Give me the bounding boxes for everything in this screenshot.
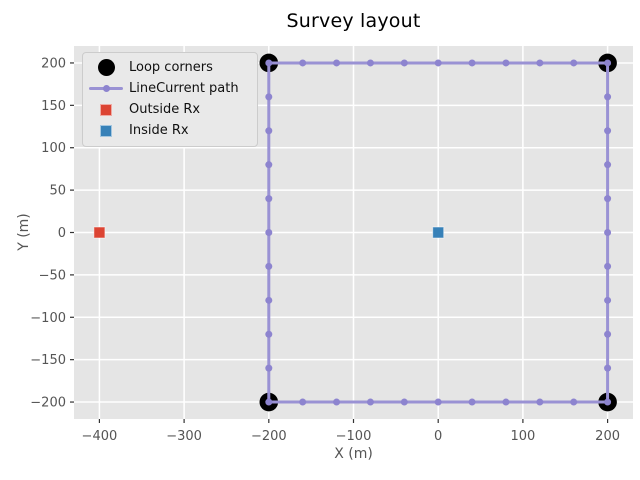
legend-item-linecurrent-path: LineCurrent path xyxy=(83,78,257,99)
line-current-dot xyxy=(570,59,578,67)
x-axis-label: X (m) xyxy=(334,446,373,462)
line-current-dot xyxy=(366,59,374,67)
line-current-dot xyxy=(333,398,341,406)
y-tick-label: −200 xyxy=(30,396,66,411)
line-current-dot xyxy=(265,161,273,169)
x-tick-label: 100 xyxy=(510,429,535,444)
x-tick-label: −300 xyxy=(166,429,202,444)
line-current-dot xyxy=(434,59,442,67)
line-current-dot xyxy=(604,59,612,67)
line-current-dot xyxy=(536,398,544,406)
x-tick-label: 200 xyxy=(595,429,620,444)
line-current-dot xyxy=(265,330,273,338)
y-tick-label: −150 xyxy=(30,353,66,368)
line-current-dot xyxy=(604,398,612,406)
line-current-dot xyxy=(265,93,273,101)
y-axis-label: Y (m) xyxy=(16,213,32,251)
inside-rx-swatch-icon xyxy=(100,124,112,137)
line-current-dot xyxy=(502,59,510,67)
line-current-dot xyxy=(265,127,273,135)
y-tick-label: 150 xyxy=(41,99,66,114)
inside-rx-marker xyxy=(432,226,445,239)
line-current-dot xyxy=(299,59,307,67)
line-current-dot xyxy=(265,364,273,372)
line-current-dot xyxy=(265,398,273,406)
line-current-dot xyxy=(265,195,273,203)
x-tick-label: −100 xyxy=(336,429,372,444)
legend-item-outside-rx: Outside Rx xyxy=(83,99,257,120)
legend-item-inside-rx: Inside Rx xyxy=(83,120,257,141)
legend-label: LineCurrent path xyxy=(129,81,239,96)
line-current-dot xyxy=(604,364,612,372)
line-current-dot xyxy=(604,229,612,236)
x-tick-label: 0 xyxy=(434,429,442,444)
y-tick-label: 0 xyxy=(58,226,66,241)
line-current-dot xyxy=(333,59,341,67)
x-tick-label: −200 xyxy=(251,429,287,444)
line-current-dot xyxy=(502,398,510,406)
line-current-dot xyxy=(299,398,307,406)
line-current-dot xyxy=(536,59,544,67)
line-current-dot xyxy=(468,59,476,67)
legend-item-loop-corners: Loop corners xyxy=(83,57,257,78)
line-current-dot xyxy=(604,195,612,203)
y-tick-label: 100 xyxy=(41,141,66,156)
legend: Loop corners LineCurrent path Outside Rx In… xyxy=(82,52,258,147)
line-current-dot xyxy=(265,229,273,236)
line-current-dot xyxy=(434,398,442,406)
line-current-swatch-icon xyxy=(89,84,123,93)
line-current-dot xyxy=(400,59,408,67)
line-current-dot xyxy=(468,398,476,406)
outside-rx-swatch-icon xyxy=(100,103,112,116)
y-tick-label: −50 xyxy=(39,268,66,283)
line-current-dot xyxy=(604,93,612,101)
line-current-dot xyxy=(366,398,374,406)
line-current-dot xyxy=(604,262,612,270)
chart-title: Survey layout xyxy=(286,10,421,32)
line-current-dot xyxy=(570,398,578,406)
line-current-dot xyxy=(265,296,273,304)
outside-rx-marker xyxy=(93,226,106,239)
line-current-dot xyxy=(604,127,612,135)
line-current-dot xyxy=(604,161,612,169)
legend-label: Loop corners xyxy=(129,60,213,75)
legend-label: Inside Rx xyxy=(129,123,189,138)
line-current-dot xyxy=(400,398,408,406)
line-current-dot xyxy=(604,330,612,338)
line-current-dot xyxy=(604,296,612,304)
line-current-dot xyxy=(265,262,273,270)
legend-label: Outside Rx xyxy=(129,102,201,117)
y-tick-label: 50 xyxy=(49,184,66,199)
y-tick-label: −100 xyxy=(30,311,66,326)
y-tick-label: 200 xyxy=(41,56,66,71)
line-current-dot xyxy=(265,59,273,67)
loop-corners-swatch-icon xyxy=(97,59,115,76)
x-tick-label: −400 xyxy=(82,429,118,444)
